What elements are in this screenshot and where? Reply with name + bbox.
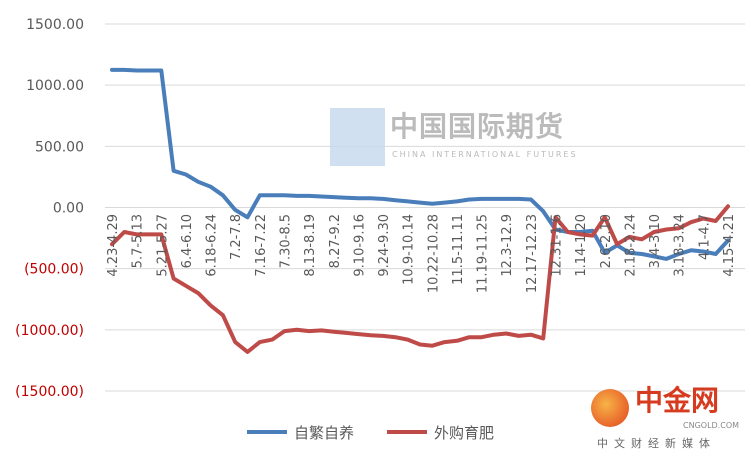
x-tick-label: 12.17-12.23 [525, 214, 540, 293]
grid-lines [105, 23, 745, 392]
x-tick-label: 8.13-8.19 [303, 214, 318, 277]
brand-url: CNGOLD.COM [683, 421, 740, 430]
x-tick-label: 2.18-2.24 [623, 214, 638, 277]
series-line-1 [110, 67, 730, 261]
x-tick-label: 10.22-10.28 [426, 214, 441, 293]
x-tick-label: 4.15-4.21 [722, 214, 737, 277]
y-tick-label: (1000.00) [15, 323, 84, 339]
x-tick-label: 7.16-7.22 [254, 214, 269, 277]
brand-slogan: 中文财经新媒体 [597, 437, 716, 450]
x-tick-label: 3.18-3.24 [673, 214, 688, 277]
y-axis-labels: 1500.00 1000.00 500.00 0.00 (500.00) (1000.00… [15, 17, 84, 400]
y-tick-label: 1000.00 [26, 78, 84, 94]
x-tick-label: 3.4-3.10 [648, 214, 663, 268]
x-tick-label: 7.30-8.5 [278, 214, 293, 268]
y-tick-label: (1500.00) [15, 384, 84, 400]
series-lines [110, 67, 730, 354]
x-tick-label: 10.9-10.14 [402, 214, 417, 285]
y-tick-label: 1500.00 [26, 17, 84, 33]
y-tick-label: (500.00) [24, 262, 84, 278]
x-tick-label: 5.21-5.27 [155, 214, 170, 277]
series-line-2 [110, 204, 730, 354]
legend: 自繁自养 外购育肥 [247, 424, 494, 442]
x-tick-label: 9.24-9.30 [377, 214, 392, 277]
x-tick-label: 4.23-4.29 [106, 214, 121, 277]
x-tick-label: 7.2-7.8 [229, 214, 244, 260]
x-tick-label: 12.31-1.6 [550, 214, 565, 277]
y-tick-label: 500.00 [35, 139, 84, 155]
x-axis-labels: 4.23-4.29 5.7-5.13 5.21-5.27 6.4-6.10 6.18-6… [106, 214, 737, 293]
brand-name: 中金网 [635, 384, 720, 417]
legend-label-2: 外购育肥 [434, 424, 494, 442]
x-tick-label: 11.5-11.11 [451, 214, 466, 285]
x-tick-label: 6.4-6.10 [180, 214, 195, 268]
x-tick-label: 11.19-11.25 [476, 214, 491, 293]
y-tick-label: 0.00 [53, 201, 84, 217]
x-tick-label: 9.10-9.16 [352, 214, 367, 277]
brand-logo-icon [591, 389, 629, 427]
x-tick-label: 8.27-9.2 [328, 214, 343, 268]
x-tick-label: 12.3-12.9 [500, 214, 515, 277]
legend-label-1: 自繁自养 [294, 424, 354, 442]
x-tick-label: 1.14-1.20 [574, 214, 589, 277]
x-tick-label: 4.1-4.7 [697, 214, 712, 260]
x-tick-label: 5.7-5.13 [131, 214, 146, 268]
x-tick-label: 2.6-2.10 [599, 214, 614, 268]
x-tick-label: 6.18-6.24 [205, 214, 220, 277]
brand-logo: 中金网 CNGOLD.COM 中文财经新媒体 [591, 383, 741, 457]
